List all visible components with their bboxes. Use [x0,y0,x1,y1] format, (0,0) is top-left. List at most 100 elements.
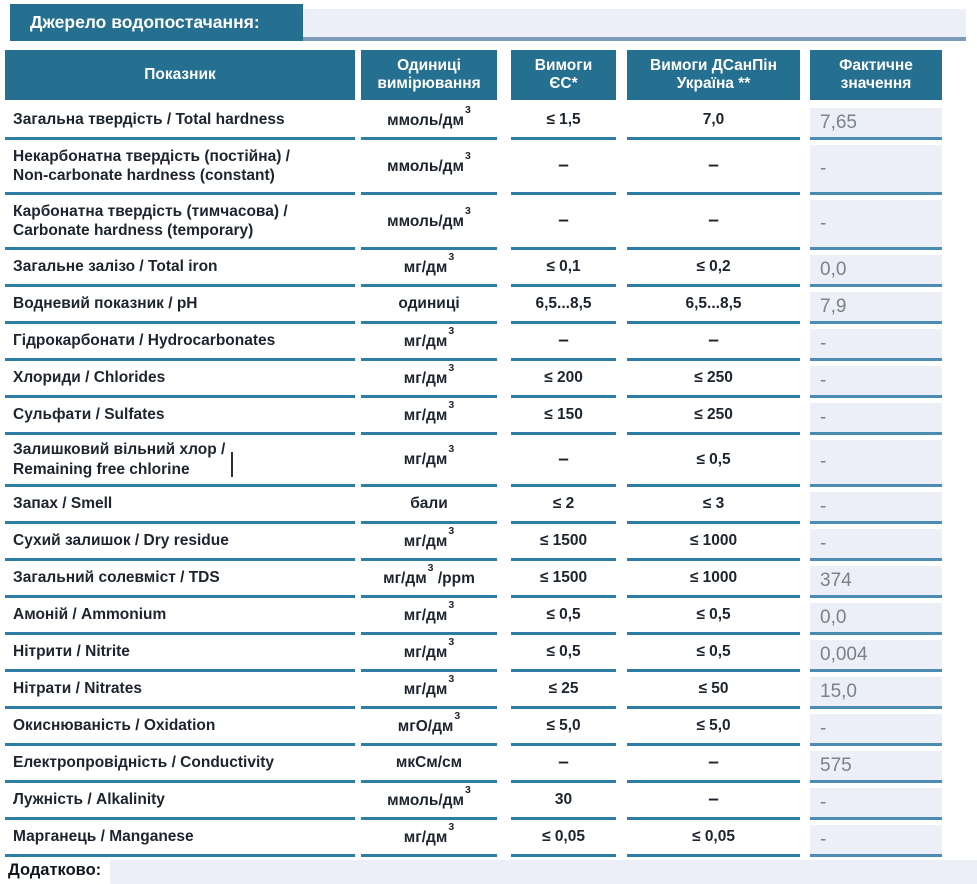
actual-value-field[interactable]: 0,0 [810,603,942,635]
ua-requirement-cell: ≤ 0,05 [627,820,800,857]
unit-superscript: 3 [448,250,455,263]
indicator-cell: Лужність / Alkalinity [5,783,355,820]
ua-requirement-cell: – [627,324,800,361]
table-row: Водневий показник / pH одиниці 6,5...8,5 6,… [5,287,977,324]
actual-value-cell: 7,9 [810,287,942,324]
eu-requirement-cell: ≤ 5,0 [511,709,616,746]
ua-requirement-cell: ≤ 0,5 [627,635,800,672]
unit-cell: мг/дм3 [361,635,497,672]
table-row: Сульфати / Sulfates мг/дм3 ≤ 150 ≤ 250- [5,398,977,435]
table-row: Нітрити / Nitrite мг/дм3 ≤ 0,5 ≤ 0,5 0,004 [5,635,977,672]
indicator-cell: Запах / Smell [5,487,355,524]
unit-superscript: 3 [464,103,471,116]
actual-value-field[interactable]: - [810,529,942,561]
actual-value-cell: 15,0 [810,672,942,709]
unit-superscript: 3 [448,443,455,456]
column-header-indicator: Показник [5,50,355,100]
eu-requirement-cell: ≤ 150 [511,398,616,435]
indicator-cell: Некарбонатна твердість (постійна) / Non-… [5,140,355,195]
ua-requirement-cell: ≤ 250 [627,361,800,398]
table-row: Хлориди / Chlorides мг/дм3 ≤ 200 ≤ 250- [5,361,977,398]
indicator-cell: Загальна твердість / Total hardness [5,103,355,140]
table-row: Карбонатна твердість (тимчасова) / Carbo… [5,195,977,250]
table-row: Загальна твердість / Total hardness ммоль… [5,103,977,140]
actual-value-field[interactable]: - [810,788,942,820]
unit-superscript: 3 [448,598,455,611]
actual-value-cell: - [810,435,942,487]
unit-cell: бали [361,487,497,524]
ua-requirement-cell: ≤ 1000 [627,561,800,598]
actual-value-cell: - [810,820,942,857]
actual-value-cell: - [810,398,942,435]
additional-label: Додатково: [8,861,102,879]
actual-value-cell: - [810,709,942,746]
section-title-input[interactable] [303,9,966,41]
ua-requirement-cell: ≤ 3 [627,487,800,524]
actual-value-field[interactable]: - [810,714,942,746]
additional-input[interactable] [110,860,977,884]
actual-value-field[interactable]: 0,0 [810,255,942,287]
eu-requirement-cell: ≤ 25 [511,672,616,709]
actual-value-field[interactable]: - [810,366,942,398]
unit-cell: мг/дм3 [361,250,497,287]
table-row: Окиснюваність / Oxidation мгО/дм3 ≤ 5,0 ≤ 5… [5,709,977,746]
eu-requirement-cell: 6,5...8,5 [511,287,616,324]
table-row: Некарбонатна твердість (постійна) / Non-… [5,140,977,195]
eu-requirement-cell: ≤ 1500 [511,524,616,561]
unit-cell: мг/дм3 [361,524,497,561]
indicator-cell: Електропровідність / Conductivity [5,746,355,783]
actual-value-cell: - [810,140,942,195]
indicator-cell: Хлориди / Chlorides [5,361,355,398]
table-row: Марганець / Manganese мг/дм3 ≤ 0,05 ≤ 0,05- [5,820,977,857]
unit-cell: ммоль/дм3 [361,195,497,250]
actual-value-field[interactable]: 374 [810,566,942,598]
actual-value-field[interactable]: - [810,403,942,435]
actual-value-field[interactable]: - [810,200,942,250]
ua-requirement-cell: 7,0 [627,103,800,140]
eu-requirement-cell: 30 [511,783,616,820]
unit-cell: мкСм/см [361,746,497,783]
unit-superscript: 3 [427,561,434,574]
actual-value-cell: - [810,195,942,250]
unit-superscript: 3 [448,324,455,337]
actual-value-cell: - [810,324,942,361]
unit-cell: одиниці [361,287,497,324]
eu-requirement-cell: – [511,324,616,361]
actual-value-cell: 0,0 [810,598,942,635]
actual-value-field[interactable]: - [810,492,942,524]
ua-requirement-cell: – [627,746,800,783]
actual-value-field[interactable]: 15,0 [810,677,942,709]
actual-value-cell: - [810,487,942,524]
eu-requirement-cell: ≤ 2 [511,487,616,524]
actual-value-field[interactable]: - [810,825,942,857]
actual-value-field[interactable]: 7,9 [810,292,942,324]
indicator-cell: Амоній / Ammonium [5,598,355,635]
eu-requirement-cell: ≤ 200 [511,361,616,398]
column-header-ua-requirements: Вимоги ДСанПін Україна ** [627,50,800,100]
eu-requirement-cell: ≤ 0,1 [511,250,616,287]
eu-requirement-cell: – [511,140,616,195]
column-header-units: Одиниці вимірювання [361,50,497,100]
indicator-cell: Загальний солевміст / TDS [5,561,355,598]
actual-value-field[interactable]: 575 [810,751,942,783]
table-row: Нітрати / Nitrates мг/дм3 ≤ 25 ≤ 50 15,0 [5,672,977,709]
actual-value-field[interactable]: - [810,329,942,361]
actual-value-field[interactable]: - [810,145,942,195]
unit-superscript: 3 [448,398,455,411]
ua-requirement-cell: ≤ 0,5 [627,598,800,635]
unit-cell: мг/дм3 [361,361,497,398]
eu-requirement-cell: ≤ 0,05 [511,820,616,857]
section-titlebar: Джерело водопостачання: [10,4,977,41]
indicator-cell: Сухий залишок / Dry residue [5,524,355,561]
eu-requirement-cell: ≤ 1,5 [511,103,616,140]
table-row: Амоній / Ammonium мг/дм3 ≤ 0,5 ≤ 0,5 0,0 [5,598,977,635]
actual-value-cell: 0,0 [810,250,942,287]
ua-requirement-cell: – [627,195,800,250]
unit-superscript: 3 [448,672,455,685]
actual-value-field[interactable]: - [810,440,942,487]
actual-value-cell: - [810,361,942,398]
actual-value-field[interactable]: 7,65 [810,108,942,140]
actual-value-cell: 575 [810,746,942,783]
eu-requirement-cell: – [511,195,616,250]
actual-value-field[interactable]: 0,004 [810,640,942,672]
